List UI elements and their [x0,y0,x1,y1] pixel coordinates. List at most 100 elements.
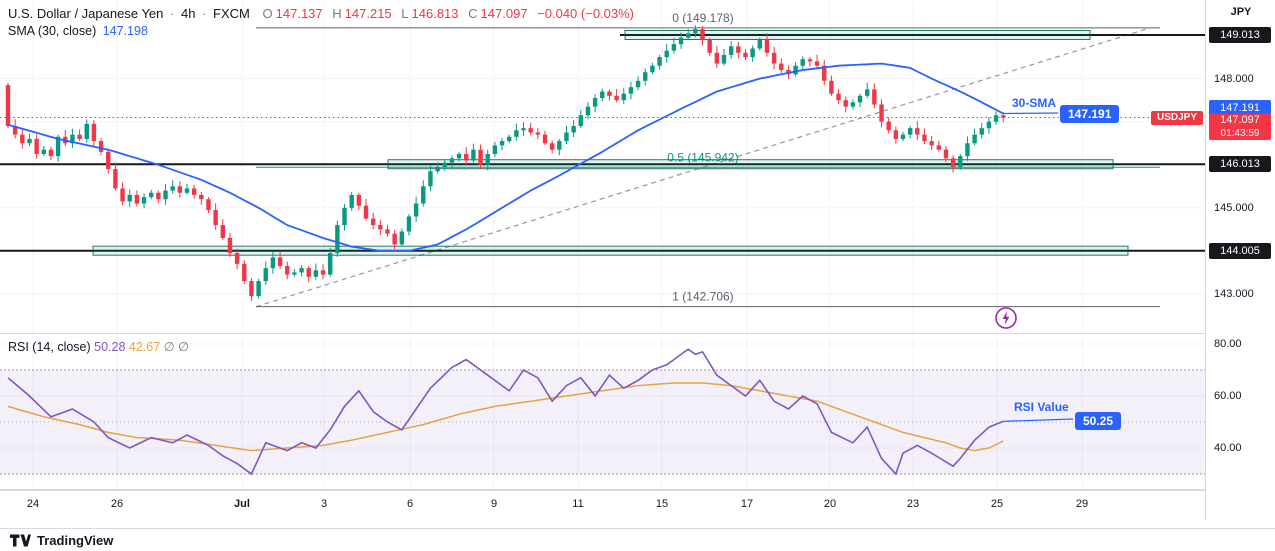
fib-level-label: 1 (142.706) [672,290,733,304]
candle [793,65,798,75]
candle [449,158,455,163]
candle [592,98,598,107]
ohlc-low: L 146.813 [401,6,459,21]
candle [41,149,46,155]
candle [127,194,132,202]
candle [77,134,82,139]
candle [485,154,490,165]
support-band[interactable] [387,159,1114,170]
candle [456,154,462,159]
price-chart-canvas[interactable]: 0 (149.178) 0.5 (145.942) 1 (142.706) [0,0,1205,332]
legend-separator-1: · [170,6,175,21]
support-band[interactable] [624,30,1091,40]
time-tick: 15 [655,498,669,510]
time-tick: 26 [110,498,124,510]
candle [435,166,440,172]
candle [492,145,498,155]
time-tick: 23 [906,498,920,510]
time-axis[interactable]: 24 26 Jul 3 6 9 11 15 17 20 23 25 29 [0,490,1275,529]
candle [177,186,183,193]
candle [943,149,949,159]
time-tick: 20 [823,498,837,510]
candle [700,29,705,40]
axis-price-label: 145.000 [1214,201,1254,214]
symbol-title[interactable]: U.S. Dollar / Japanese Yen [8,6,164,21]
candle [464,154,469,161]
axis-sma-badge: 147.191 [1209,100,1271,117]
sma-callout-label[interactable]: 30-SMA [1012,96,1057,110]
candle [70,134,75,144]
candle [764,39,770,53]
candle [807,59,813,62]
rsi-line[interactable] [7,348,1004,476]
time-tick: 29 [1075,498,1089,510]
flash-icon[interactable] [994,306,1018,330]
support-band[interactable] [92,245,1129,256]
candle [163,190,168,200]
candle [621,93,626,101]
ohlc-open: O 147.137 [262,6,323,21]
candle [693,29,698,34]
candle [34,138,39,155]
candle [635,80,641,88]
candle [814,61,820,66]
ohlc-change: −0.040 (−0.03%) [537,6,635,21]
sma-callout-badge[interactable]: 147.191 [1060,105,1120,123]
pane-separator[interactable] [0,333,1275,334]
rsi-legend[interactable]: RSI (14, close) 50.28 42.67 ∅ ∅ [8,339,189,354]
candle [399,231,404,245]
tradingview-logo[interactable]: TradingView [10,533,113,548]
axis-level-badge: 146.013 [1209,156,1271,173]
axis-currency-label[interactable]: JPY [1230,6,1252,18]
candle [134,194,140,204]
candle [585,106,591,116]
candle [91,123,97,142]
candle [678,37,684,45]
candle [349,194,354,208]
candle [628,87,634,94]
candle [557,141,562,150]
candle [471,149,476,161]
candle [184,188,190,193]
countdown-timer: 01:43:59 [1220,127,1260,139]
candle [320,270,326,275]
price-axis[interactable]: JPY 148.000 145.000 143.000 149.013 146.013 1… [1205,0,1275,520]
candle [263,268,268,282]
tradingview-logo-icon [10,534,31,546]
time-tick: 3 [320,498,328,510]
exchange-label[interactable]: FXCM [213,6,250,21]
candle [277,257,283,266]
rsi-bottom-separator [0,489,1275,490]
candle [650,65,655,73]
tradingview-logo-text: TradingView [37,532,114,548]
symbol-price-tag: USDJPY [1151,110,1203,125]
candle [571,126,576,133]
rsi-chart-canvas[interactable] [0,334,1205,489]
candle [413,203,419,217]
rsi-ma-legend-value: 42.67 [128,340,161,354]
time-tick: 9 [490,498,498,510]
candle [893,130,899,139]
candle [779,63,784,71]
candle [120,188,125,202]
sma-legend-row[interactable]: SMA (30, close) 147.198 [8,24,637,38]
candle [950,158,956,167]
candle [292,272,297,275]
candle [915,128,920,135]
sma-line[interactable] [7,62,1004,252]
candle [600,91,605,99]
candle [929,141,934,146]
candle [728,46,734,55]
candle [721,54,727,64]
candle [213,209,218,226]
candle [242,263,247,282]
candle [342,207,347,226]
interval-label[interactable]: 4h [180,6,196,21]
rsi-callout-badge[interactable]: 50.25 [1075,412,1122,430]
rsi-ma-line[interactable] [7,382,1004,452]
axis-last-price-badge: 147.097 01:43:59 [1209,113,1271,140]
candle [199,194,204,200]
candle [191,188,197,195]
rsi-callout-label[interactable]: RSI Value [1014,400,1069,414]
